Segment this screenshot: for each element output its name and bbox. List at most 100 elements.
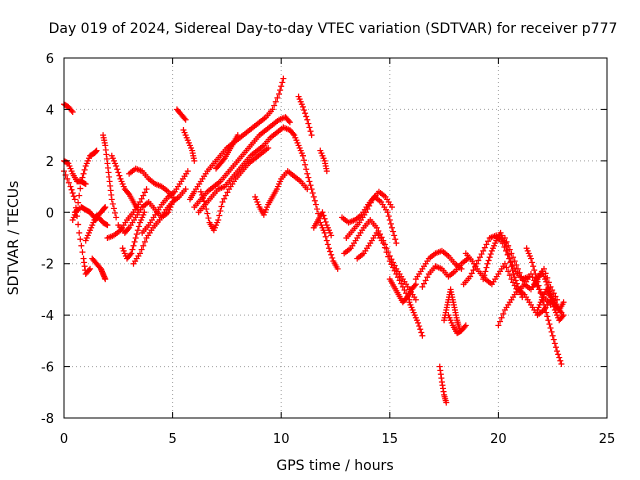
data-point <box>396 277 403 284</box>
data-point <box>71 196 78 203</box>
data-point <box>201 198 208 205</box>
data-point <box>204 210 211 217</box>
series-track-43 <box>501 235 561 303</box>
data-point <box>364 206 371 213</box>
data-point <box>308 132 315 139</box>
data-point <box>470 267 477 274</box>
data-point <box>301 157 308 164</box>
data-point <box>480 247 487 254</box>
series-track-26 <box>310 209 335 239</box>
data-point <box>544 281 551 288</box>
data-point <box>137 250 144 257</box>
data-point <box>222 192 229 199</box>
x-tick-label: 15 <box>382 432 399 447</box>
data-point <box>79 249 86 256</box>
data-point <box>424 274 431 281</box>
data-point <box>467 273 474 280</box>
data-point <box>169 199 176 205</box>
data-point <box>75 199 82 206</box>
data-point <box>304 116 311 123</box>
data-point <box>443 399 450 406</box>
data-point <box>314 206 321 213</box>
data-point <box>462 322 469 329</box>
data-point <box>412 296 419 303</box>
data-point <box>391 267 398 274</box>
data-point <box>279 79 286 86</box>
data-point <box>532 271 539 277</box>
data-point <box>220 156 227 163</box>
data-point <box>78 242 85 249</box>
data-point <box>334 265 341 272</box>
data-point <box>543 278 550 285</box>
data-point <box>387 220 394 227</box>
data-point <box>557 357 564 364</box>
data-point <box>504 247 511 254</box>
data-point <box>325 245 332 252</box>
data-point <box>203 206 210 213</box>
data-point <box>482 268 489 275</box>
data-point <box>141 209 148 216</box>
data-point <box>555 351 562 358</box>
series-track-10 <box>104 186 150 241</box>
data-point <box>303 166 310 173</box>
data-point <box>323 168 330 175</box>
data-point <box>549 332 556 339</box>
data-point <box>305 120 312 127</box>
data-point <box>393 240 400 247</box>
data-point <box>271 102 278 109</box>
data-point <box>383 249 390 256</box>
data-point <box>200 195 207 202</box>
data-point <box>388 261 395 268</box>
data-point <box>403 295 410 302</box>
data-point <box>319 209 326 216</box>
data-point <box>80 170 87 177</box>
data-point <box>85 267 92 274</box>
series-track-32 <box>386 276 419 306</box>
data-point <box>76 192 83 199</box>
data-point <box>133 231 140 238</box>
data-point <box>104 222 111 229</box>
data-point <box>385 253 392 260</box>
data-point <box>306 178 313 185</box>
data-point <box>514 265 521 272</box>
data-point <box>215 217 222 223</box>
data-point <box>202 201 209 208</box>
data-point <box>131 238 138 245</box>
y-axis-label: SDTVAR / TECUs <box>6 181 22 296</box>
data-point <box>109 200 116 207</box>
data-point <box>547 294 554 301</box>
data-point <box>392 236 399 243</box>
data-point <box>550 336 557 343</box>
data-point <box>513 280 520 287</box>
series-track-37 <box>441 286 463 331</box>
data-point <box>507 259 514 266</box>
data-point <box>550 290 557 297</box>
data-point <box>498 314 505 321</box>
data-point <box>536 286 543 293</box>
data-point <box>390 228 397 235</box>
series-track-12 <box>119 209 148 262</box>
data-point <box>549 300 556 307</box>
data-point <box>366 202 373 209</box>
data-point <box>82 181 89 187</box>
data-point <box>184 168 191 175</box>
series-track-33 <box>406 299 426 339</box>
data-point <box>388 204 395 211</box>
y-tick-label: 2 <box>46 155 54 170</box>
series-track-5 <box>71 204 109 221</box>
data-point <box>307 182 314 189</box>
data-point <box>547 325 554 331</box>
data-point <box>329 254 336 261</box>
data-point <box>113 163 120 169</box>
data-point <box>511 258 518 265</box>
series-track-21 <box>197 145 272 234</box>
data-point <box>286 119 293 126</box>
data-point <box>112 209 119 216</box>
data-point <box>102 276 109 283</box>
data-point <box>560 312 567 319</box>
data-point <box>556 354 563 361</box>
series-track-14 <box>130 199 176 267</box>
data-point <box>265 145 272 151</box>
data-point <box>114 166 121 173</box>
axis-ticks: 0 5 10 15 20 25 -8 -6 -4 -2 0 2 4 6 <box>41 52 615 447</box>
